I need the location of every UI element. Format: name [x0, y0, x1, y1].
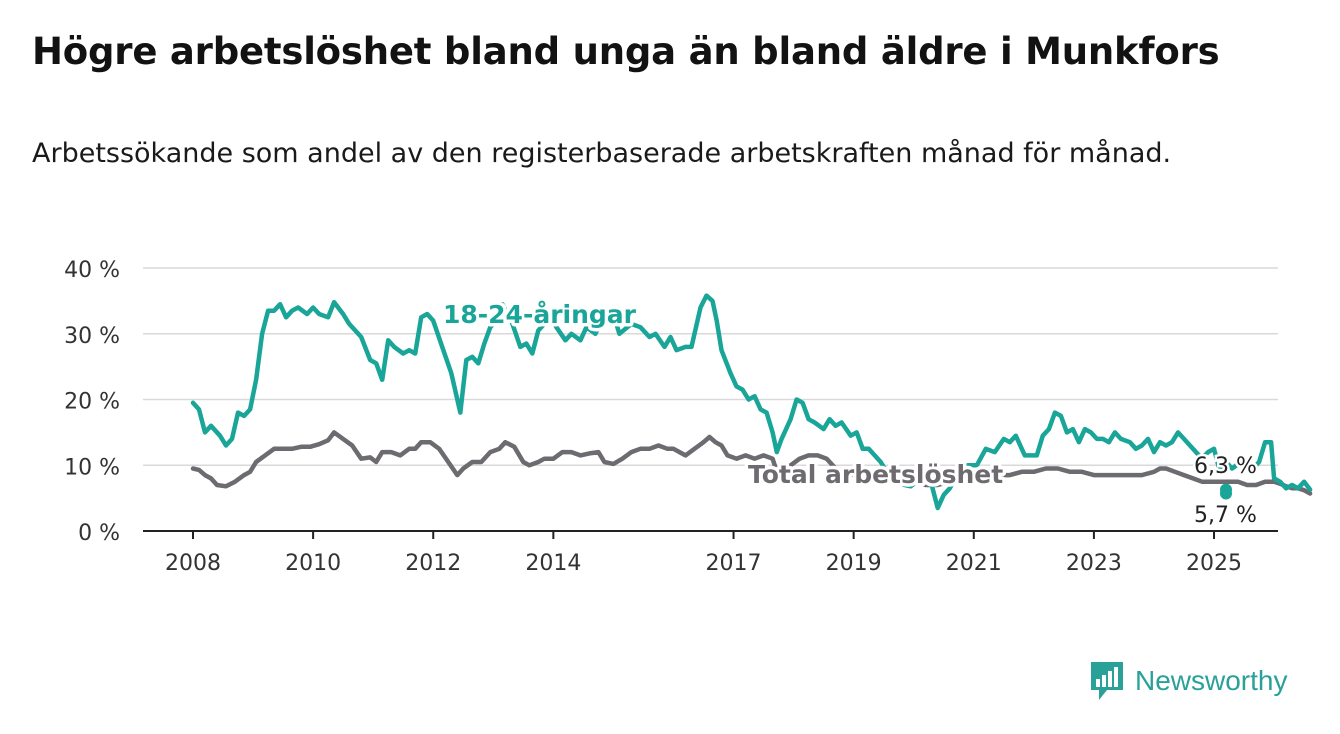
- x-tick-label: 2019: [826, 551, 882, 576]
- x-tick-label: 2010: [285, 551, 341, 576]
- series-labels: 18-24-åringar Total arbetslöshet 6,3 % 5,7 …: [440, 297, 1260, 531]
- x-tick-label: 2017: [706, 551, 762, 576]
- end-label-youth: 6,3 %: [1194, 454, 1257, 479]
- gridlines: [143, 267, 1278, 466]
- x-tick-label: 2021: [946, 551, 1002, 576]
- y-tick-label: 0 %: [78, 521, 120, 546]
- y-tick-label: 40 %: [64, 258, 120, 283]
- y-axis-tick-labels: 0 % 10 % 20 % 30 % 40 %: [64, 258, 120, 546]
- series-lines: [190, 293, 1313, 511]
- newsworthy-logo-icon: [1091, 662, 1123, 700]
- x-tick-label: 2012: [405, 551, 461, 576]
- x-tick-label: 2014: [525, 551, 581, 576]
- series-line-youth: [190, 293, 1313, 511]
- chart-title: Högre arbetslöshet bland unga än bland ä…: [32, 30, 1220, 73]
- chart-subtitle: Arbetssökande som andel av den registerb…: [32, 138, 1172, 169]
- series-label-total: Total arbetslöshet: [748, 460, 1003, 489]
- y-tick-label: 20 %: [64, 390, 120, 415]
- end-point-total: [1220, 487, 1232, 500]
- series-line-total: [190, 430, 1313, 496]
- y-tick-label: 30 %: [64, 324, 120, 349]
- series-label-youth: 18-24-åringar: [443, 300, 637, 329]
- newsworthy-logo: Newsworthy: [1089, 660, 1287, 702]
- x-tick-label: 2025: [1186, 551, 1242, 576]
- y-tick-label: 10 %: [64, 455, 120, 480]
- end-label-total: 5,7 %: [1194, 503, 1257, 528]
- brand-name: Newsworthy: [1135, 665, 1288, 696]
- x-tick-label: 2008: [165, 551, 221, 576]
- x-axis: 2008 2010 2012 2014 2017 2019 2021 2023 2025: [143, 530, 1278, 576]
- x-tick-label: 2023: [1066, 551, 1122, 576]
